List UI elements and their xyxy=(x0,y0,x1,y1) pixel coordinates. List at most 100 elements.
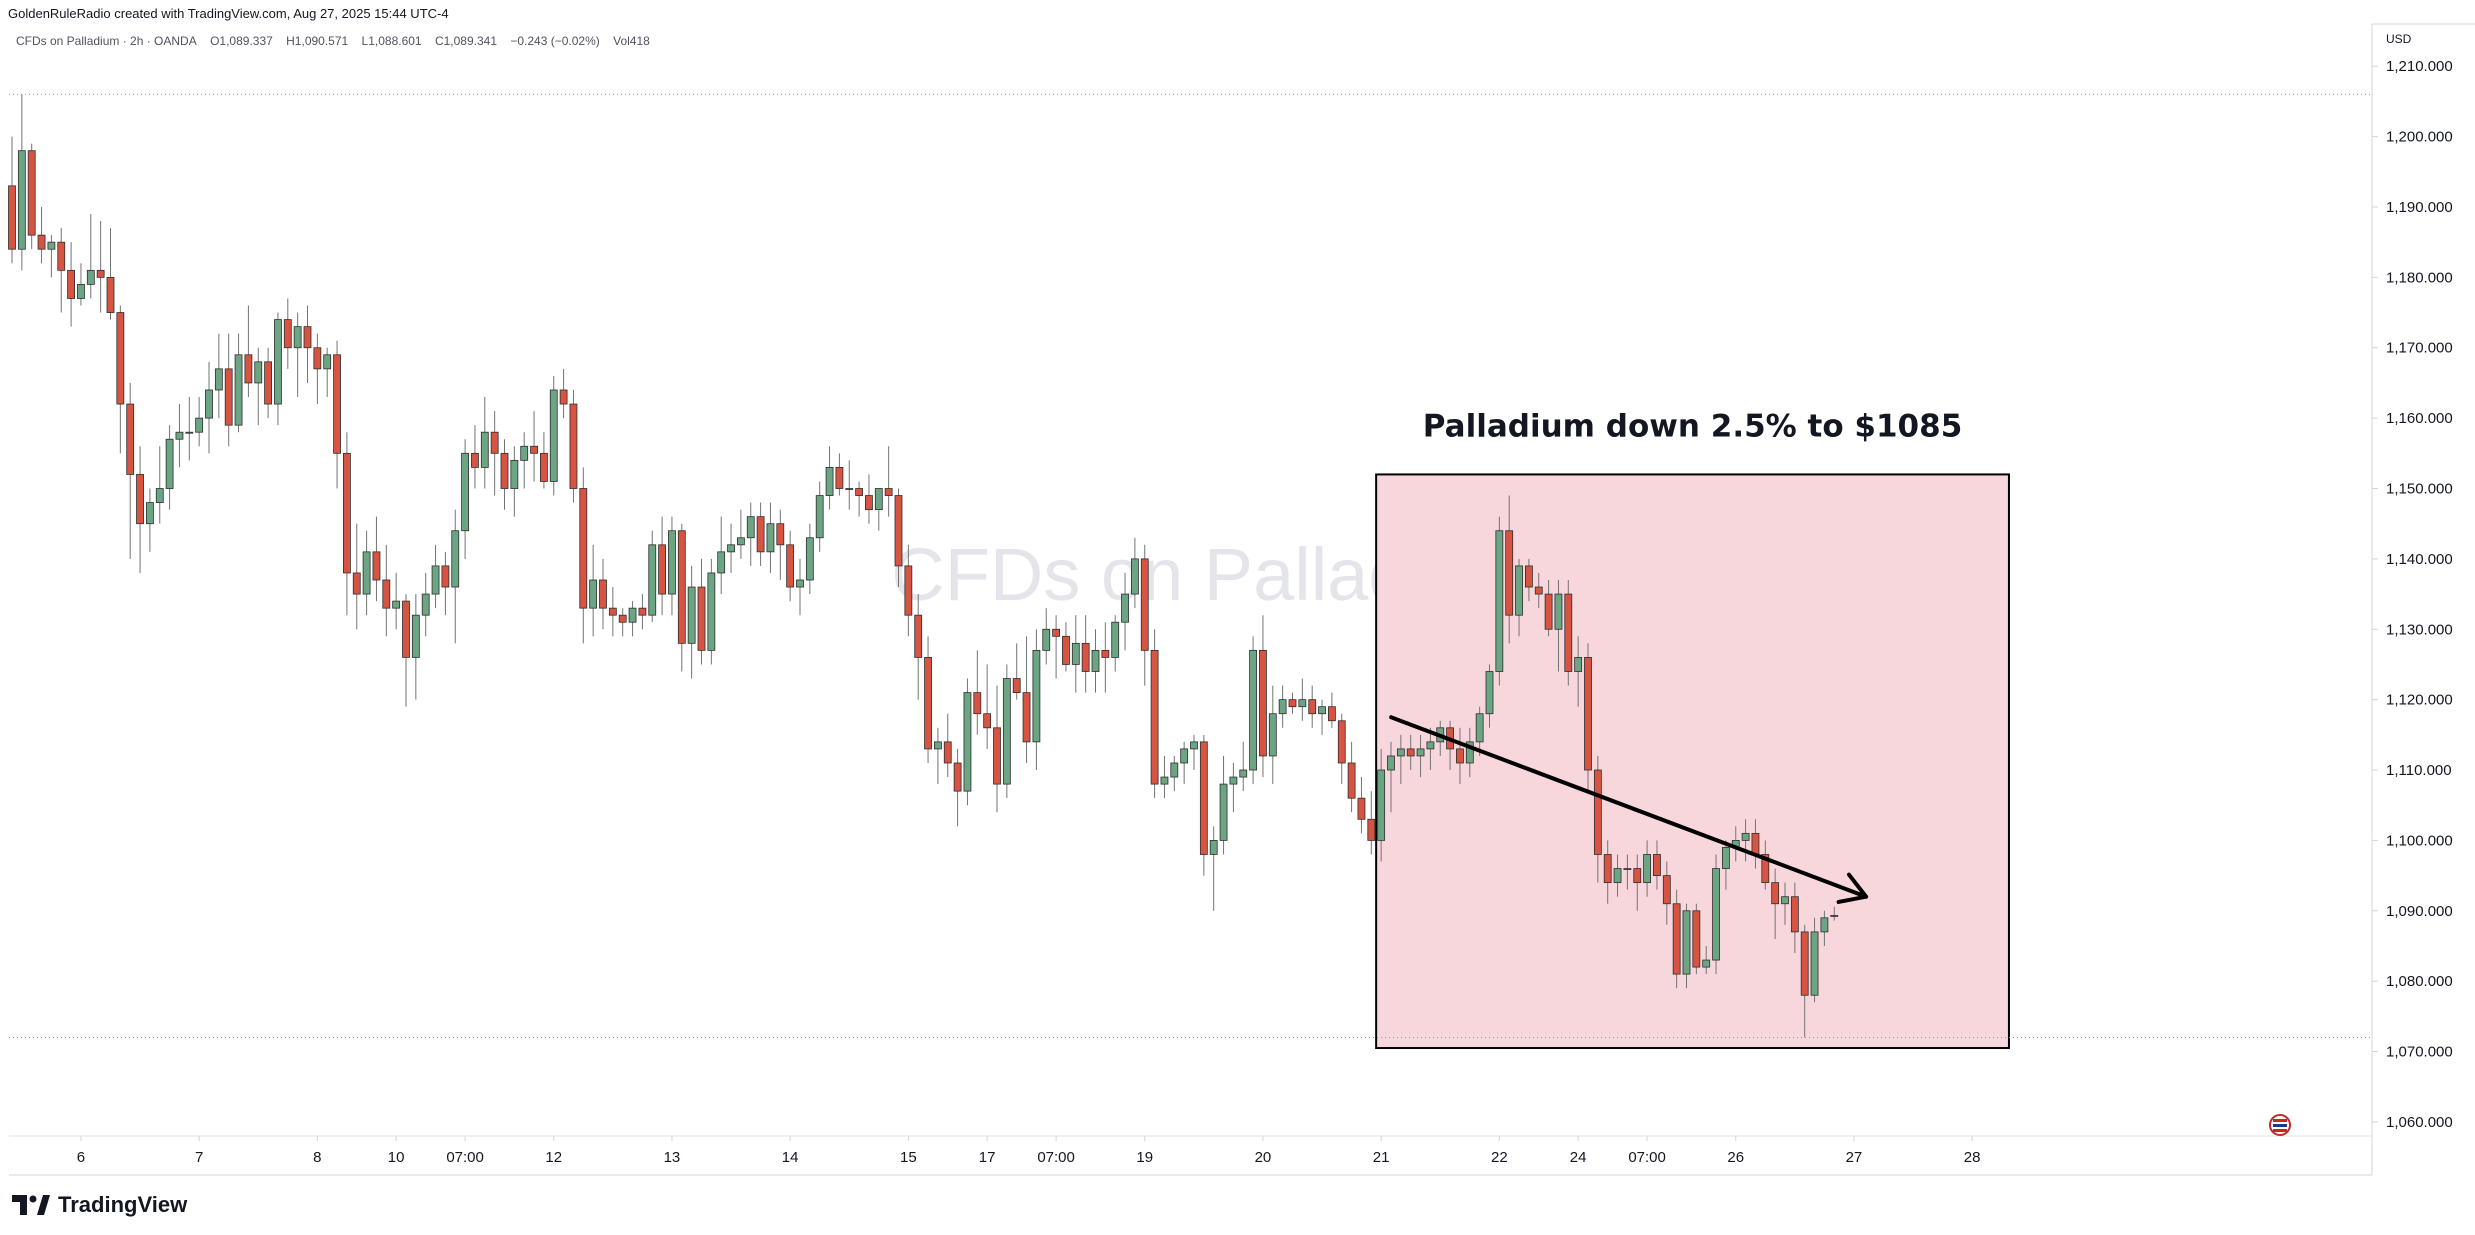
candle[interactable] xyxy=(874,488,883,531)
candle[interactable] xyxy=(136,446,144,573)
candle[interactable] xyxy=(1790,882,1799,954)
candle[interactable] xyxy=(1091,629,1100,693)
candle[interactable] xyxy=(254,347,263,426)
candle[interactable] xyxy=(145,488,154,552)
candle[interactable] xyxy=(1387,741,1395,813)
flag-icon[interactable] xyxy=(2269,1114,2291,1136)
candle[interactable] xyxy=(549,375,558,496)
candle[interactable] xyxy=(1584,643,1592,792)
candle[interactable] xyxy=(274,312,282,426)
candle[interactable] xyxy=(1012,643,1021,700)
candle[interactable] xyxy=(1268,685,1277,785)
candle[interactable] xyxy=(244,305,253,398)
candle[interactable] xyxy=(796,558,804,616)
candle[interactable] xyxy=(1249,636,1257,785)
candle[interactable] xyxy=(1140,544,1149,686)
candle[interactable] xyxy=(1318,699,1326,735)
candle[interactable] xyxy=(815,481,824,552)
candle[interactable] xyxy=(1712,854,1720,975)
candle[interactable] xyxy=(1554,580,1563,672)
candle[interactable] xyxy=(1544,580,1553,637)
candle[interactable] xyxy=(195,397,204,447)
candle[interactable] xyxy=(1180,741,1189,785)
candle[interactable] xyxy=(1682,903,1691,989)
candle[interactable] xyxy=(451,509,460,644)
candle[interactable] xyxy=(461,439,470,559)
candle[interactable] xyxy=(786,530,795,602)
candle[interactable] xyxy=(1426,727,1435,771)
candle[interactable] xyxy=(1672,889,1681,989)
candle[interactable] xyxy=(894,488,903,588)
candle[interactable] xyxy=(362,530,371,616)
candle[interactable] xyxy=(1081,615,1090,693)
candle[interactable] xyxy=(727,523,735,573)
candle[interactable] xyxy=(1308,685,1317,728)
candle[interactable] xyxy=(953,748,962,827)
candle[interactable] xyxy=(569,389,578,503)
candle[interactable] xyxy=(520,432,529,489)
candle[interactable] xyxy=(579,467,588,644)
candle[interactable] xyxy=(805,523,814,595)
candle[interactable] xyxy=(1771,868,1780,939)
candle[interactable] xyxy=(1101,622,1110,693)
candle[interactable] xyxy=(648,530,657,623)
candle[interactable] xyxy=(8,136,16,264)
candle[interactable] xyxy=(1623,854,1632,890)
candle[interactable] xyxy=(1810,917,1819,1003)
candle[interactable] xyxy=(1603,840,1612,904)
candle[interactable] xyxy=(1071,615,1080,693)
candle[interactable] xyxy=(1741,819,1750,862)
candle[interactable] xyxy=(1377,748,1386,862)
candle[interactable] xyxy=(924,636,932,763)
candle[interactable] xyxy=(756,502,765,566)
candle[interactable] xyxy=(342,432,351,616)
candle[interactable] xyxy=(628,601,637,637)
candle[interactable] xyxy=(835,453,844,496)
candle[interactable] xyxy=(1042,608,1051,665)
candle[interactable] xyxy=(1761,840,1770,890)
candle[interactable] xyxy=(1800,924,1809,1038)
candle[interactable] xyxy=(205,361,213,454)
candle[interactable] xyxy=(1347,741,1356,813)
candle[interactable] xyxy=(1239,741,1248,792)
candle[interactable] xyxy=(1475,706,1484,756)
candle[interactable] xyxy=(86,214,95,299)
candle[interactable] xyxy=(1298,678,1307,721)
candle[interactable] xyxy=(658,516,666,616)
candle[interactable] xyxy=(1593,755,1602,883)
candle[interactable] xyxy=(717,516,726,595)
candle[interactable] xyxy=(1643,840,1651,897)
candle[interactable] xyxy=(96,221,105,313)
candle[interactable] xyxy=(1337,713,1346,785)
candle[interactable] xyxy=(855,481,863,517)
candle[interactable] xyxy=(1830,906,1839,921)
candle[interactable] xyxy=(57,228,66,313)
candle[interactable] xyxy=(500,439,509,510)
candle[interactable] xyxy=(746,502,755,566)
candle[interactable] xyxy=(421,572,430,637)
candle[interactable] xyxy=(1357,777,1366,834)
candle[interactable] xyxy=(1367,791,1376,855)
candle[interactable] xyxy=(1259,615,1267,778)
candle[interactable] xyxy=(1534,572,1543,609)
candle[interactable] xyxy=(618,608,627,637)
candle[interactable] xyxy=(1781,882,1789,925)
candle[interactable] xyxy=(27,143,36,250)
candle[interactable] xyxy=(530,411,538,482)
candle[interactable] xyxy=(1505,495,1514,644)
candle[interactable] xyxy=(1160,755,1169,799)
currency-label[interactable]: USD xyxy=(2386,32,2412,46)
candle[interactable] xyxy=(17,94,26,271)
candle[interactable] xyxy=(599,558,607,630)
candle[interactable] xyxy=(845,460,854,510)
candle[interactable] xyxy=(1052,615,1060,679)
candle[interactable] xyxy=(1032,629,1041,771)
candle[interactable] xyxy=(77,263,85,306)
candle[interactable] xyxy=(1229,762,1238,813)
candle[interactable] xyxy=(480,397,489,489)
candle[interactable] xyxy=(1328,692,1336,728)
candle[interactable] xyxy=(1702,945,1711,975)
candle[interactable] xyxy=(825,446,834,510)
candle[interactable] xyxy=(411,594,420,700)
candle[interactable] xyxy=(943,713,952,778)
